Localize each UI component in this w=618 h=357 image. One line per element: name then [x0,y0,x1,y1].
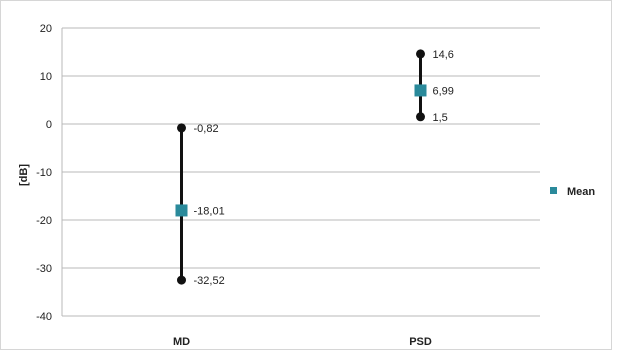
gridlines [61,27,540,317]
mean-point-md [175,204,188,217]
y-tick-label: -40 [36,311,52,323]
y-tick-label: -20 [36,215,52,227]
y-tick-label: -10 [36,167,52,179]
y-axis-ticks: -40 -30 -20 -10 0 10 20 [36,23,52,323]
max-point-psd [416,49,425,59]
chart-frame [0,0,612,350]
y-tick-label: -30 [36,263,52,275]
y-tick-label: 0 [46,119,52,131]
min-label-psd: 1,5 [433,112,448,124]
legend-label-mean: Mean [567,186,595,198]
x-category-label-md: MD [173,336,190,348]
y-tick-label: 10 [40,71,52,83]
x-category-label-psd: PSD [409,336,432,348]
min-point-psd [416,112,425,122]
legend: Mean [550,186,595,198]
max-label-md: -0,82 [194,123,219,135]
min-label-md: -32,52 [194,275,225,287]
y-tick-label: 20 [40,23,52,35]
min-point-md [177,275,186,285]
mean-label-md: -18,01 [194,205,225,217]
legend-swatch-mean [550,187,557,194]
max-label-psd: 14,6 [433,49,454,61]
y-axis-title: [dB] [18,164,30,186]
series-mean: -0,82 -18,01 -32,52 14,6 6,99 1,5 [175,49,454,287]
mean-label-psd: 6,99 [433,85,454,97]
x-axis-categories: MD PSD [173,336,432,348]
mean-point-psd [414,84,427,97]
max-point-md [177,123,186,133]
